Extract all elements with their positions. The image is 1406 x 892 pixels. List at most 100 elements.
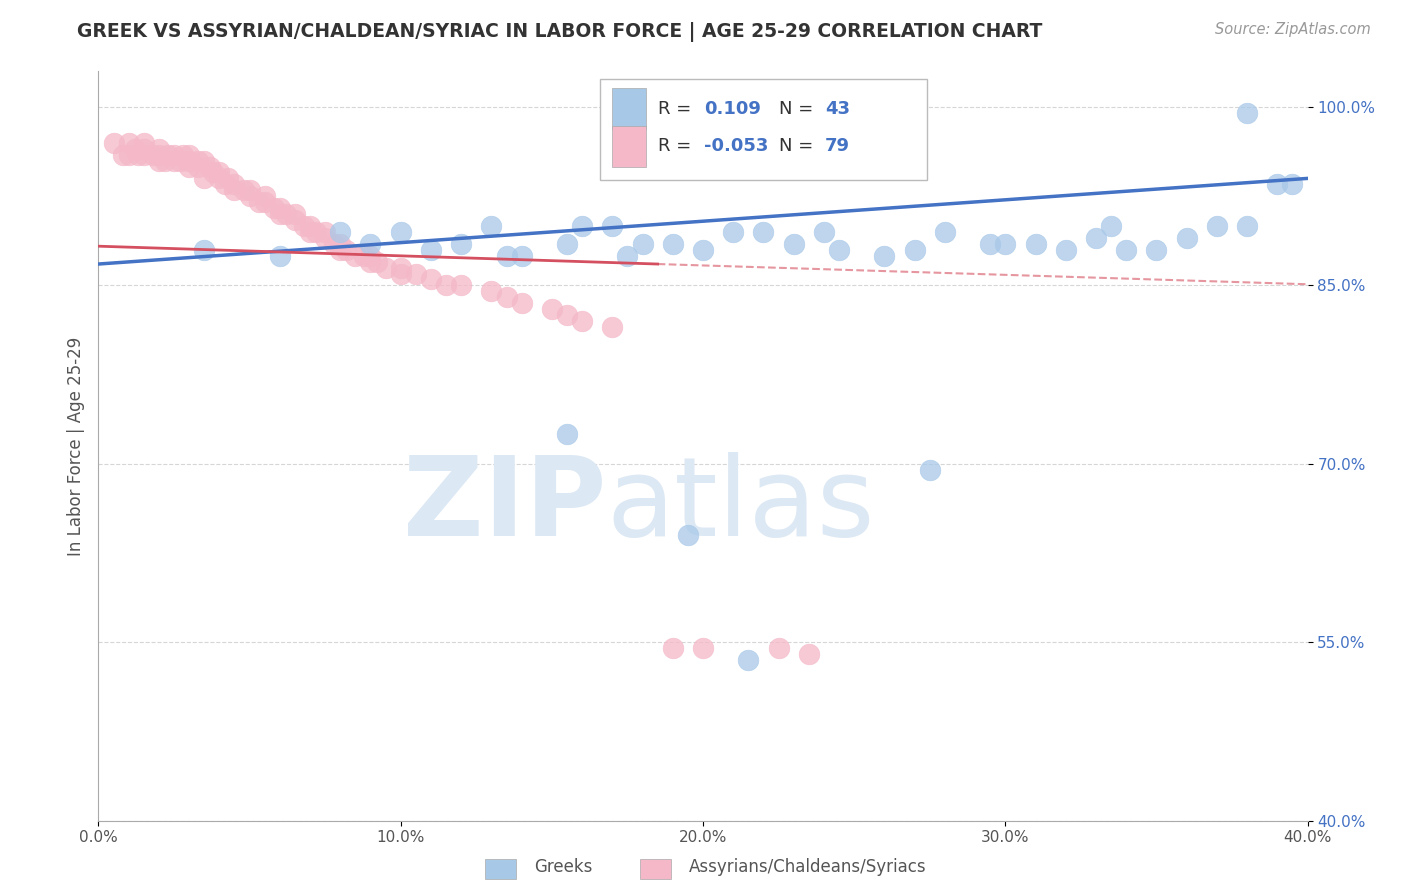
FancyBboxPatch shape xyxy=(613,88,647,129)
Text: ZIP: ZIP xyxy=(404,452,606,559)
Point xyxy=(555,308,578,322)
Point xyxy=(274,207,297,221)
Point xyxy=(224,178,246,192)
Point xyxy=(214,178,236,192)
Point xyxy=(737,653,759,667)
Point xyxy=(481,219,503,233)
Point xyxy=(555,427,578,442)
Point xyxy=(1236,219,1258,233)
Point xyxy=(305,225,328,239)
Point xyxy=(676,528,699,542)
Point xyxy=(269,201,291,215)
Point xyxy=(232,183,254,197)
Point xyxy=(1054,243,1077,257)
Point xyxy=(202,165,225,179)
Point xyxy=(692,641,714,656)
Text: Greeks: Greeks xyxy=(534,858,593,876)
Point xyxy=(1236,106,1258,120)
Text: 79: 79 xyxy=(825,137,851,155)
Point xyxy=(224,183,246,197)
Point xyxy=(124,142,146,156)
Point xyxy=(934,225,956,239)
Point xyxy=(783,236,806,251)
Point xyxy=(269,249,291,263)
Point xyxy=(374,260,396,275)
Point xyxy=(360,249,382,263)
Point xyxy=(247,195,270,210)
Text: N =: N = xyxy=(779,137,820,155)
Point xyxy=(329,225,352,239)
Point xyxy=(263,201,285,215)
Point xyxy=(163,153,186,168)
Point xyxy=(797,647,820,661)
Point xyxy=(323,236,346,251)
Point xyxy=(571,314,593,328)
Point xyxy=(344,249,367,263)
Point xyxy=(132,142,155,156)
Point xyxy=(148,142,170,156)
Point xyxy=(299,225,322,239)
FancyBboxPatch shape xyxy=(613,126,647,167)
Text: GREEK VS ASSYRIAN/CHALDEAN/SYRIAC IN LABOR FORCE | AGE 25-29 CORRELATION CHART: GREEK VS ASSYRIAN/CHALDEAN/SYRIAC IN LAB… xyxy=(77,22,1043,42)
Point xyxy=(148,147,170,161)
Point xyxy=(602,219,624,233)
Point xyxy=(217,171,239,186)
Point xyxy=(172,147,194,161)
Text: Source: ZipAtlas.com: Source: ZipAtlas.com xyxy=(1215,22,1371,37)
Point xyxy=(616,249,638,263)
Point xyxy=(434,278,457,293)
Point xyxy=(179,147,201,161)
Point xyxy=(510,296,533,310)
Point xyxy=(269,207,291,221)
Point xyxy=(284,207,307,221)
Point xyxy=(132,136,155,150)
Point xyxy=(389,225,412,239)
Point xyxy=(979,236,1001,251)
Point xyxy=(208,165,231,179)
Point xyxy=(571,219,593,233)
Point xyxy=(329,236,352,251)
Text: -0.053: -0.053 xyxy=(704,137,769,155)
Text: atlas: atlas xyxy=(606,452,875,559)
Point xyxy=(994,236,1017,251)
Point xyxy=(335,243,357,257)
Point xyxy=(495,290,517,304)
Point xyxy=(118,147,141,161)
Point xyxy=(314,231,336,245)
Point xyxy=(360,254,382,268)
Text: N =: N = xyxy=(779,100,820,118)
Point xyxy=(1024,236,1046,251)
Point xyxy=(1175,231,1198,245)
Point xyxy=(723,225,745,239)
Point xyxy=(1206,219,1229,233)
Point xyxy=(193,171,215,186)
Point xyxy=(420,243,443,257)
Point xyxy=(1144,243,1167,257)
Point xyxy=(314,225,336,239)
Point xyxy=(495,249,517,263)
Point xyxy=(253,195,276,210)
Point xyxy=(510,249,533,263)
Point xyxy=(360,236,382,251)
Text: R =: R = xyxy=(658,100,697,118)
Text: R =: R = xyxy=(658,137,697,155)
Point xyxy=(420,272,443,286)
Point xyxy=(661,236,683,251)
Point xyxy=(752,225,775,239)
Point xyxy=(389,267,412,281)
Point xyxy=(200,160,222,174)
Point xyxy=(193,153,215,168)
Point xyxy=(208,171,231,186)
Point xyxy=(353,249,375,263)
Point xyxy=(253,189,276,203)
Point xyxy=(239,183,262,197)
Text: 0.109: 0.109 xyxy=(704,100,761,118)
Point xyxy=(768,641,790,656)
Point xyxy=(148,153,170,168)
Point xyxy=(873,249,896,263)
Point xyxy=(1085,231,1108,245)
Point xyxy=(389,260,412,275)
Point xyxy=(828,243,851,257)
Point xyxy=(239,189,262,203)
Point xyxy=(284,213,307,227)
